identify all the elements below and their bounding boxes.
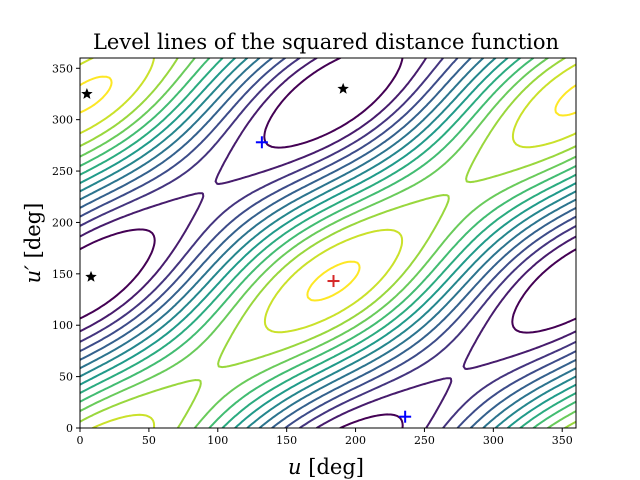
star-marker (337, 82, 349, 94)
x-axis-label: u [deg] (288, 455, 364, 479)
plot-frame (79, 57, 577, 429)
contour-level (80, 58, 576, 428)
y-axis-ticks: 0 50 100 150 200 250 300 350 (52, 62, 80, 435)
markers (81, 82, 412, 423)
y-tick-label: 300 (52, 114, 73, 127)
contour-level (80, 58, 576, 428)
x-axis-ticks: 0 50 100 150 200 250 300 350 (77, 428, 573, 447)
y-tick-label: 250 (52, 165, 73, 178)
star-marker (81, 87, 93, 99)
x-tick-label: 150 (276, 434, 297, 447)
x-tick-label: 200 (345, 434, 366, 447)
plus-marker (255, 136, 268, 149)
y-tick-label: 50 (59, 371, 73, 384)
x-tick-label: 100 (207, 434, 228, 447)
x-tick-label: 300 (483, 434, 504, 447)
contour-level (80, 75, 576, 302)
contour-level (80, 58, 576, 428)
contour-level (80, 58, 576, 428)
contour-level (80, 58, 576, 428)
contour-level (80, 58, 576, 428)
y-tick-label: 350 (52, 62, 73, 75)
plus-marker (399, 410, 412, 423)
x-tick-label: 350 (552, 434, 573, 447)
y-tick-label: 100 (52, 319, 73, 332)
contour-level (80, 58, 576, 428)
minimum-marker (327, 275, 340, 288)
star-marker (85, 270, 97, 282)
chart-title: Level lines of the squared distance func… (93, 30, 559, 54)
contour-level (80, 58, 576, 428)
x-tick-label: 50 (142, 434, 156, 447)
x-tick-label: 250 (414, 434, 435, 447)
contour-lines (80, 58, 576, 428)
y-tick-label: 0 (66, 422, 73, 435)
contour-level (80, 58, 576, 428)
x-tick-label: 0 (77, 434, 84, 447)
y-tick-label: 200 (52, 216, 73, 229)
y-tick-label: 150 (52, 268, 73, 281)
y-axis-label: u′ [deg] (21, 203, 45, 284)
